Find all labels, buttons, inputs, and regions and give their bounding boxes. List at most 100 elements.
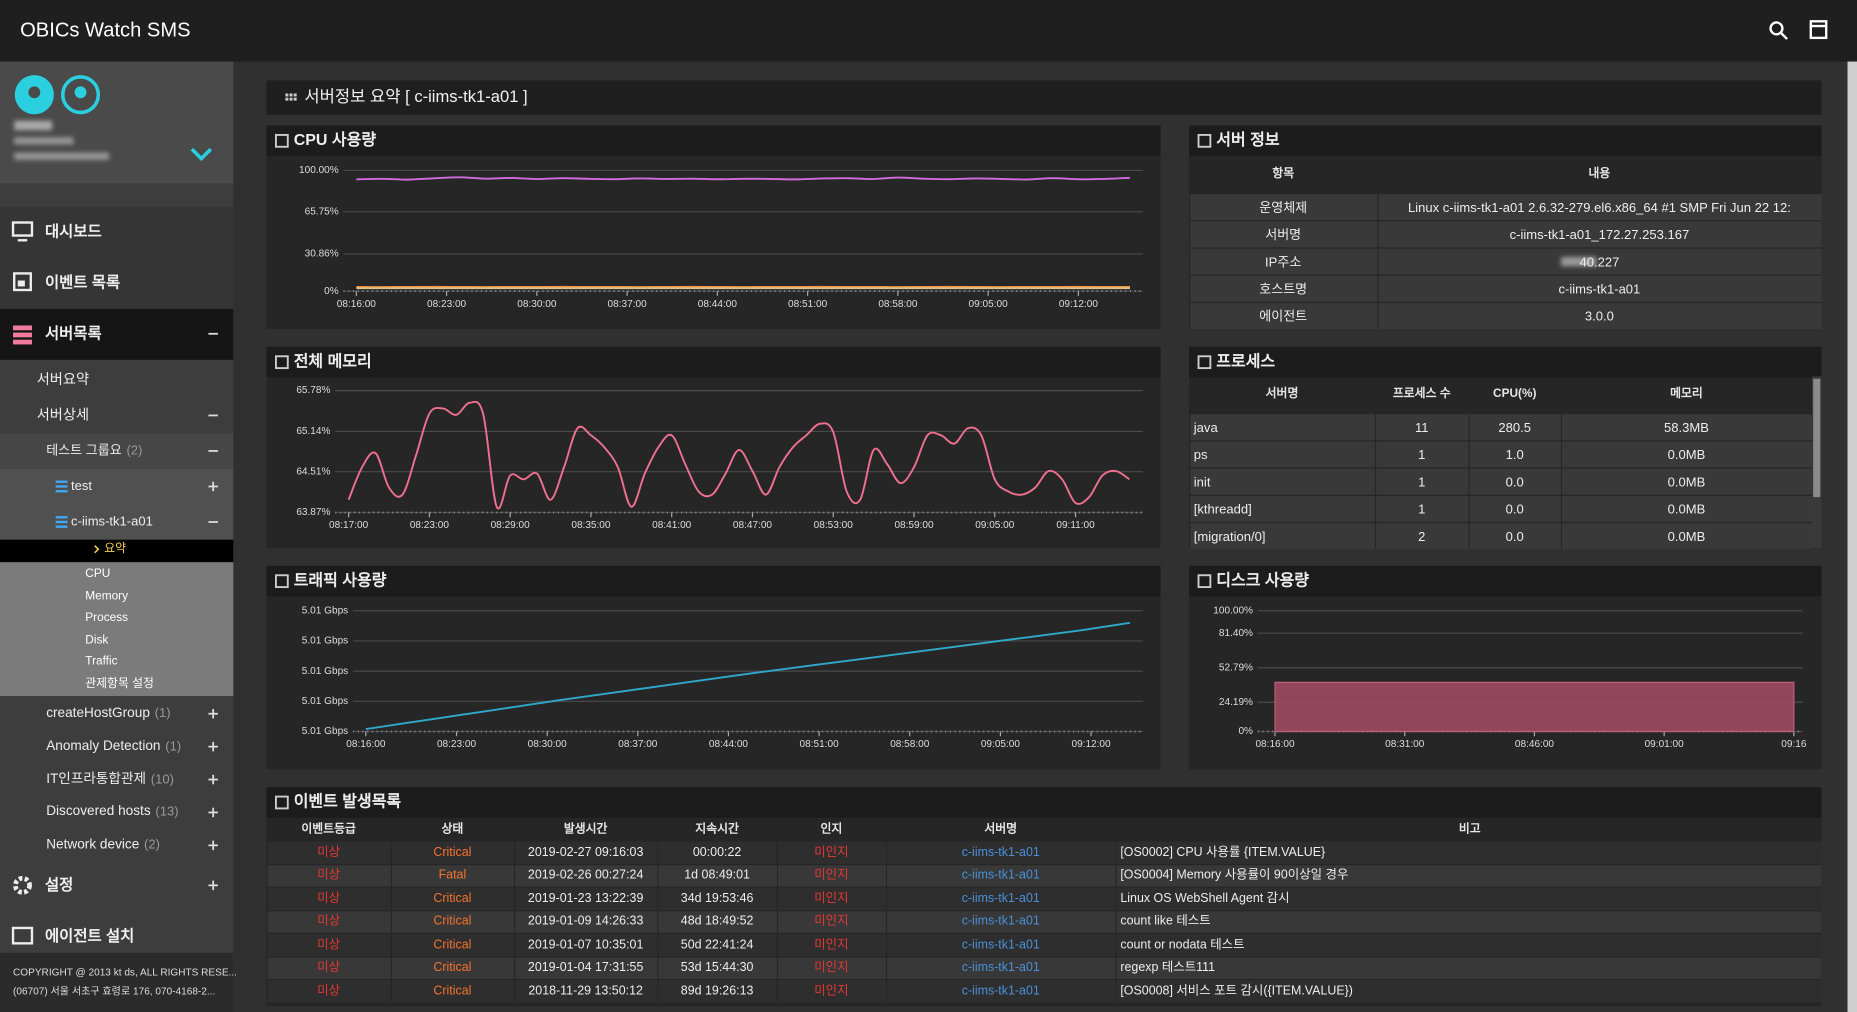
avatar bbox=[60, 75, 101, 115]
server-link[interactable]: c-iims-tk1-a01 bbox=[961, 914, 1040, 929]
table-cell-text: Critical bbox=[433, 845, 472, 860]
table-cell bbox=[1116, 980, 1822, 1002]
x-tick-label: 09:12:00 bbox=[1071, 739, 1111, 750]
area bbox=[1274, 681, 1795, 733]
table-cell bbox=[1376, 468, 1469, 495]
table-cell-text: Critical bbox=[433, 914, 472, 929]
server-link[interactable]: c-iims-tk1-a01 bbox=[961, 891, 1040, 906]
table-cell-text: 0.0 bbox=[1505, 529, 1524, 544]
host-name[interactable]: c-iims-tk1-a01 bbox=[71, 514, 153, 530]
group-count: (10) bbox=[150, 772, 174, 787]
host-menu-item[interactable]: CPU bbox=[85, 567, 111, 581]
agent-icon bbox=[11, 926, 34, 945]
table-cell bbox=[658, 887, 777, 910]
table-cell bbox=[658, 864, 777, 887]
group-name[interactable]: Network device bbox=[46, 837, 140, 853]
table-cell-text: [OS0004] Memory 사용률이 90이상일 경우 bbox=[1120, 868, 1349, 883]
title-icon bbox=[289, 93, 293, 97]
server-link[interactable]: c-iims-tk1-a01 bbox=[961, 960, 1040, 975]
server-link[interactable]: c-iims-tk1-a01 bbox=[961, 983, 1040, 998]
selected-arrow bbox=[94, 545, 100, 554]
x-tick-label: 08:44:00 bbox=[698, 299, 738, 310]
page-title: 서버정보 요약 [ c-iims-tk1-a01 ] bbox=[304, 86, 528, 106]
table-cell-text: 1 bbox=[1418, 447, 1426, 463]
table-cell bbox=[267, 956, 391, 979]
host-menu-item[interactable]: Traffic bbox=[85, 655, 118, 669]
table-cell-text: 미인지 bbox=[814, 891, 849, 906]
group-name[interactable]: Anomaly Detection bbox=[46, 739, 161, 754]
table-cell-text: 미인지 bbox=[814, 983, 849, 998]
table-cell-text: 미상 bbox=[317, 891, 341, 906]
host-menu-item[interactable]: 관제항목 설정 bbox=[85, 677, 154, 691]
table-header: 상태 bbox=[441, 823, 464, 837]
title-icon bbox=[293, 93, 297, 97]
x-tick-label: 08:30:00 bbox=[528, 739, 568, 750]
table-cell bbox=[1190, 221, 1378, 248]
x-tick-label: 08:16:00 bbox=[1255, 739, 1295, 750]
menu-item[interactable]: 서버목록 bbox=[45, 324, 102, 342]
group-row bbox=[0, 433, 234, 469]
y-tick-label: 100.00% bbox=[1213, 605, 1253, 616]
x-tick-label: 08:35:00 bbox=[571, 520, 611, 531]
table-cell bbox=[778, 841, 886, 864]
table-cell-text: 0.0MB bbox=[1667, 502, 1706, 517]
line bbox=[356, 176, 1131, 181]
table-cell-text: 2 bbox=[1418, 529, 1426, 544]
host-menu-item[interactable]: Process bbox=[85, 611, 129, 625]
table-cell-text: 280.5 bbox=[1498, 420, 1532, 435]
table-cell-text: 2019-01-04 17:31:55 bbox=[527, 960, 644, 975]
table-header: 서버명 bbox=[984, 823, 1018, 837]
table-cell bbox=[778, 864, 886, 887]
group-name[interactable]: IT인프라통합관제 bbox=[46, 772, 147, 787]
menu-item[interactable]: 에이전트 설치 bbox=[45, 926, 135, 945]
settings-icon bbox=[13, 875, 32, 895]
table-cell bbox=[267, 887, 391, 910]
table-cell bbox=[392, 933, 514, 956]
host-menu-item[interactable]: 요약 bbox=[104, 542, 127, 556]
table-cell bbox=[1469, 441, 1561, 468]
avatar-face bbox=[28, 86, 41, 99]
panel-header bbox=[266, 565, 1161, 597]
table-cell bbox=[1562, 441, 1812, 468]
group-count: (2) bbox=[126, 443, 143, 459]
group-name[interactable]: Discovered hosts bbox=[46, 804, 151, 820]
server-link[interactable]: c-iims-tk1-a01 bbox=[961, 845, 1040, 860]
table-cell bbox=[658, 841, 777, 864]
table-cell bbox=[515, 910, 658, 933]
table-header: CPU(%) bbox=[1493, 387, 1537, 401]
y-tick-label: 0% bbox=[324, 286, 339, 297]
submenu-item[interactable]: 서버상세 bbox=[36, 406, 90, 424]
table-cell-text: 00:00:22 bbox=[692, 845, 742, 860]
table-cell-text: Critical bbox=[433, 960, 472, 975]
table-cell bbox=[515, 933, 658, 956]
line bbox=[347, 400, 1130, 510]
menu-item[interactable]: 설정 bbox=[45, 875, 74, 894]
table-cell bbox=[1116, 956, 1822, 979]
x-tick-label: 08:23:00 bbox=[427, 299, 467, 310]
selected-row bbox=[0, 539, 234, 563]
menu-item[interactable]: 대시보드 bbox=[45, 222, 102, 241]
server-link[interactable]: c-iims-tk1-a01 bbox=[961, 937, 1040, 952]
submenu-item[interactable]: 서버요약 bbox=[36, 370, 90, 388]
table-header: 이벤트등급 bbox=[301, 823, 356, 837]
menu-item[interactable]: 이벤트 목록 bbox=[45, 273, 121, 291]
host-menu-item[interactable]: Disk bbox=[85, 633, 109, 647]
table-cell bbox=[658, 956, 777, 979]
table-cell-text: 미인지 bbox=[814, 914, 849, 929]
y-tick-label: 5.01 Gbps bbox=[302, 696, 348, 707]
server-link[interactable]: c-iims-tk1-a01 bbox=[961, 868, 1040, 883]
group-name[interactable]: 테스트 그룹요 bbox=[46, 443, 122, 459]
x-tick-label: 08:30:00 bbox=[517, 299, 557, 310]
x-tick-label: 08:41:00 bbox=[652, 520, 692, 531]
host-menu-item[interactable]: Memory bbox=[85, 589, 129, 603]
y-tick-label: 30.86% bbox=[305, 249, 339, 260]
host-name[interactable]: test bbox=[71, 479, 93, 494]
panel-title: 프로세스 bbox=[1216, 352, 1276, 370]
search-icon-handle bbox=[1780, 32, 1788, 40]
group-name[interactable]: createHostGroup bbox=[46, 706, 150, 721]
y-tick-label: 52.79% bbox=[1219, 662, 1253, 673]
table-cell bbox=[392, 980, 514, 1002]
y-tick-label: 5.01 Gbps bbox=[302, 726, 348, 737]
table-cell-text: 50d 22:41:24 bbox=[680, 937, 754, 952]
